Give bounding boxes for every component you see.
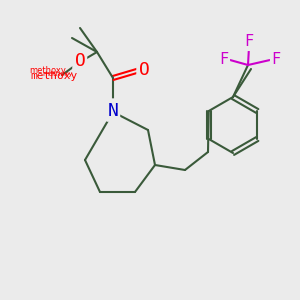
Text: O: O (75, 52, 86, 70)
Text: O: O (138, 60, 148, 78)
Text: F: F (244, 34, 253, 50)
Text: F: F (272, 52, 280, 68)
Text: N: N (108, 102, 118, 120)
Text: methoxy: methoxy (30, 66, 66, 75)
Text: O: O (74, 53, 84, 71)
Text: N: N (108, 100, 118, 118)
Text: F: F (219, 52, 229, 68)
Text: methoxy: methoxy (43, 71, 73, 77)
Text: O: O (139, 61, 149, 79)
Text: methoxy: methoxy (30, 71, 78, 81)
